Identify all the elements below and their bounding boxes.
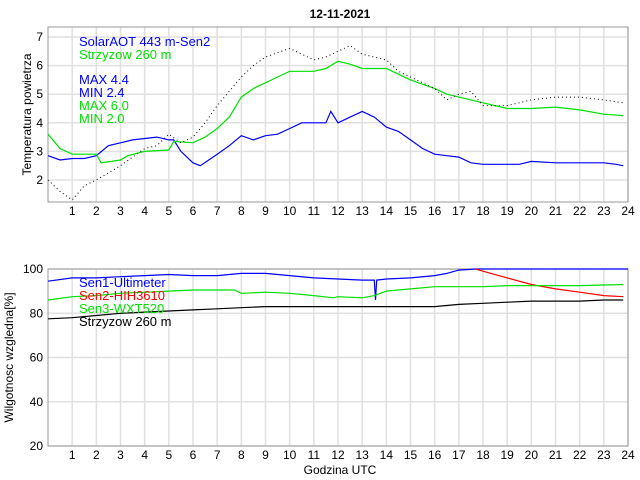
- x-tick-label: 4: [141, 204, 148, 218]
- legend-entry: Sen1-Ultimeter: [79, 275, 166, 290]
- x-tick-label: 24: [621, 204, 635, 218]
- x-tick-label: 3: [117, 448, 124, 462]
- stat-annotation: MAX 4.4: [79, 72, 129, 87]
- x-tick-label: 14: [380, 204, 394, 218]
- x-tick-label: 15: [404, 204, 418, 218]
- x-tick-label: 9: [262, 448, 269, 462]
- plot-frame: [47, 268, 629, 447]
- x-tick-label: 5: [165, 204, 172, 218]
- legend-entry: Sen2-HIH3610: [79, 288, 165, 303]
- y-tick-label: 5: [36, 87, 43, 101]
- stat-annotation: MAX 6.0: [79, 98, 129, 113]
- legend-entry: Strzyzow 260 m: [79, 314, 171, 329]
- series-line-solaraot-443-m-sen2: [47, 110, 624, 167]
- x-tick-label: 13: [355, 448, 369, 462]
- x-tick-label: 7: [214, 204, 221, 218]
- y-tick-label: 100: [23, 262, 43, 276]
- legend-entry: Sen3-WXT520: [79, 301, 164, 316]
- x-tick-label: 16: [428, 204, 442, 218]
- x-tick-label: 14: [380, 448, 394, 462]
- x-tick-label: 23: [597, 448, 611, 462]
- y-axis-label: Temperatura powietrza: [20, 53, 34, 175]
- x-tick-label: 20: [525, 204, 539, 218]
- x-tick-label: 5: [165, 448, 172, 462]
- y-tick-label: 6: [36, 59, 43, 73]
- y-tick-label: 2: [36, 173, 43, 187]
- series-line-sen2-hih3610: [475, 268, 624, 298]
- series-line-sen1-ultimeter: [47, 268, 628, 301]
- y-tick-label: 4: [36, 116, 43, 130]
- humidity-panel: 1 2 3 4 5 6 7 8 9 10 11 12 13 14 15 16 17 18 19 20 21 22 23 242…: [2, 262, 635, 477]
- x-tick-label: 6: [190, 448, 197, 462]
- series-line-strzyzow-260-m: [47, 60, 624, 164]
- stat-annotation: MIN 2.0: [79, 111, 125, 126]
- x-tick-label: 1: [69, 448, 76, 462]
- x-tick-label: 8: [238, 448, 245, 462]
- x-tick-label: 2: [93, 448, 100, 462]
- x-tick-label: 11: [308, 448, 321, 462]
- x-tick-label: 12: [331, 448, 345, 462]
- series-line-sen3-wxt520: [47, 283, 624, 301]
- y-tick-label: 7: [36, 30, 43, 44]
- series-line-unnamed-dotted: [47, 45, 624, 201]
- legend-entry: Strzyzow 260 m: [79, 47, 171, 62]
- plot-frame: [47, 26, 629, 203]
- x-tick-label: 17: [452, 448, 466, 462]
- y-axis-label: Wilgotnosc wzgledna[%]: [2, 292, 16, 422]
- chart-title: 12-11-2021: [310, 7, 371, 21]
- x-tick-label: 19: [500, 204, 514, 218]
- x-tick-label: 20: [525, 448, 539, 462]
- x-tick-label: 19: [500, 448, 514, 462]
- x-tick-label: 22: [573, 204, 587, 218]
- x-tick-label: 2: [93, 204, 100, 218]
- x-axis-label: Godzina UTC: [304, 463, 377, 477]
- x-tick-label: 4: [141, 448, 148, 462]
- x-tick-label: 18: [476, 448, 490, 462]
- y-tick-label: 3: [36, 144, 43, 158]
- stat-annotation: MIN 2.4: [79, 85, 125, 100]
- y-tick-label: 20: [30, 439, 44, 453]
- x-tick-label: 17: [452, 204, 466, 218]
- x-tick-label: 1: [69, 204, 76, 218]
- x-tick-label: 6: [190, 204, 197, 218]
- x-tick-label: 23: [597, 204, 611, 218]
- legend-entry: SolarAOT 443 m-Sen2: [79, 34, 210, 49]
- x-tick-label: 24: [621, 448, 635, 462]
- x-tick-label: 18: [476, 204, 490, 218]
- x-tick-label: 10: [283, 448, 297, 462]
- x-tick-label: 8: [238, 204, 245, 218]
- x-tick-label: 15: [404, 448, 418, 462]
- x-tick-label: 9: [262, 204, 269, 218]
- x-tick-label: 22: [573, 448, 587, 462]
- series-line-strzyzow-260-m: [47, 299, 624, 320]
- x-tick-label: 7: [214, 448, 221, 462]
- y-tick-label: 40: [30, 395, 44, 409]
- x-tick-label: 21: [549, 204, 563, 218]
- x-tick-label: 10: [283, 204, 297, 218]
- y-tick-label: 60: [30, 351, 44, 365]
- x-tick-label: 11: [308, 204, 321, 218]
- x-tick-label: 12: [331, 204, 345, 218]
- temperature-panel: 1 2 3 4 5 6 7 8 9 10 11 12 13 14 15 16 17 18 19 20 21 22 23 242…: [20, 26, 635, 218]
- x-tick-label: 3: [117, 204, 124, 218]
- x-tick-label: 16: [428, 448, 442, 462]
- y-tick-label: 80: [30, 306, 44, 320]
- x-tick-label: 13: [355, 204, 369, 218]
- x-tick-label: 21: [549, 448, 563, 462]
